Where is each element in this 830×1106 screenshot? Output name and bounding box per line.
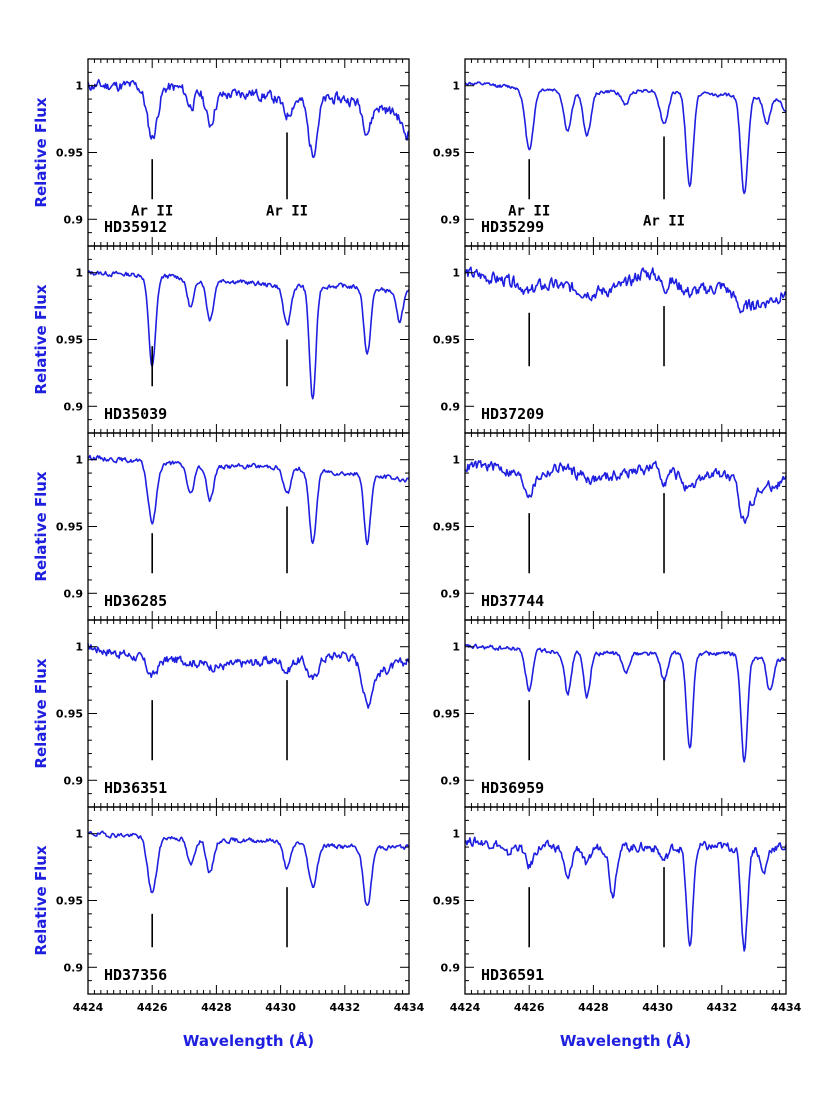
x-tick-label: 4434 (394, 1001, 425, 1014)
spectrum-line (87, 643, 410, 709)
y-tick-label: 0.9 (441, 400, 461, 413)
y-tick-label: 0.95 (56, 147, 83, 160)
spectrum-line (464, 460, 787, 524)
star-label: HD36959 (481, 779, 544, 797)
y-axis-label: Relative Flux (32, 471, 50, 582)
panel-hd35912: Ar II Ar II 0.9 0.95 1 HD35912 Relative Flux (32, 58, 410, 247)
y-tick-label: 1 (75, 80, 83, 93)
star-label: HD37356 (104, 966, 167, 984)
panel-hd37209: 0.9 0.95 1 HD37209 (433, 245, 787, 434)
spectrum-line (87, 454, 410, 546)
y-tick-label: 1 (75, 454, 83, 467)
y-tick-label: 0.9 (441, 774, 461, 787)
panel-hd36591: 0.9 0.95 1 HD36591 (433, 806, 787, 995)
y-tick-label: 0.95 (56, 708, 83, 721)
x-tick-label: 4430 (265, 1001, 296, 1014)
x-tick-label: 4434 (771, 1001, 802, 1014)
ar-ii-label: Ar II (643, 213, 685, 229)
y-axis-label: Relative Flux (32, 845, 50, 956)
y-tick-label: 0.9 (64, 213, 84, 226)
ar-ii-label: Ar II (266, 203, 308, 219)
x-tick-label: 4428 (578, 1001, 609, 1014)
spectrum-line (464, 643, 787, 763)
ar-ii-label: Ar II (508, 203, 550, 219)
x-tick-label: 4432 (329, 1001, 360, 1014)
y-tick-label: 0.9 (64, 587, 84, 600)
y-tick-label: 1 (452, 267, 460, 280)
panel-hd36351: 0.9 0.95 1 HD36351 Relative Flux (32, 619, 410, 808)
star-label: HD36591 (481, 966, 544, 984)
y-tick-label: 0.9 (441, 587, 461, 600)
spectrum-line (87, 830, 410, 906)
y-tick-label: 0.95 (433, 895, 460, 908)
x-tick-label: 4424 (73, 1001, 104, 1014)
y-tick-label: 0.95 (56, 334, 83, 347)
y-tick-label: 0.9 (64, 400, 84, 413)
star-label: HD37744 (481, 592, 544, 610)
y-tick-label: 0.95 (433, 521, 460, 534)
x-tick-label: 4424 (450, 1001, 481, 1014)
y-tick-label: 1 (452, 80, 460, 93)
x-axis-label: Wavelength (Å) (560, 1031, 691, 1050)
panel-hd35299: Ar II Ar II 0.9 0.95 1 HD35299 (433, 58, 787, 247)
ar-ii-label: Ar II (131, 203, 173, 219)
y-tick-label: 0.9 (64, 961, 84, 974)
panel-hd37744: 0.9 0.95 1 HD37744 (433, 432, 787, 621)
panel-hd35039: 0.9 0.95 1 HD35039 Relative Flux (32, 245, 410, 434)
y-tick-label: 1 (452, 454, 460, 467)
y-tick-label: 0.9 (64, 774, 84, 787)
y-tick-label: 1 (75, 641, 83, 654)
y-tick-label: 0.95 (433, 334, 460, 347)
x-tick-label: 4428 (201, 1001, 232, 1014)
y-tick-label: 0.9 (441, 213, 461, 226)
y-axis-label: Relative Flux (32, 658, 50, 769)
star-label: HD37209 (481, 405, 544, 423)
y-tick-label: 1 (75, 267, 83, 280)
y-tick-label: 0.95 (433, 147, 460, 160)
y-tick-label: 0.95 (433, 708, 460, 721)
x-tick-label: 4432 (706, 1001, 737, 1014)
star-label: HD36351 (104, 779, 167, 797)
spectrum-line (87, 78, 410, 159)
panel-hd37356: 0.9 0.95 1 HD37356 Relative Flux (32, 806, 410, 995)
y-tick-label: 1 (452, 641, 460, 654)
star-label: HD35912 (104, 218, 167, 236)
x-axis-label: Wavelength (Å) (183, 1031, 314, 1050)
star-label: HD35299 (481, 218, 544, 236)
x-tick-label: 4426 (514, 1001, 545, 1014)
y-tick-label: 1 (452, 828, 460, 841)
spectrum-line (464, 836, 787, 952)
y-tick-label: 0.95 (56, 521, 83, 534)
spectrum-line (464, 81, 787, 195)
spectrum-line (464, 266, 787, 314)
star-label: HD35039 (104, 405, 167, 423)
x-tick-label: 4426 (137, 1001, 168, 1014)
y-axis-label: Relative Flux (32, 97, 50, 208)
y-tick-label: 0.9 (441, 961, 461, 974)
star-label: HD36285 (104, 592, 167, 610)
x-tick-label: 4430 (642, 1001, 673, 1014)
y-tick-label: 1 (75, 828, 83, 841)
y-axis-label: Relative Flux (32, 284, 50, 395)
y-tick-label: 0.95 (56, 895, 83, 908)
panel-hd36959: 0.9 0.95 1 HD36959 (433, 619, 787, 808)
spectrum-line (87, 270, 410, 400)
panel-hd36285: 0.9 0.95 1 HD36285 Relative Flux (32, 432, 410, 621)
